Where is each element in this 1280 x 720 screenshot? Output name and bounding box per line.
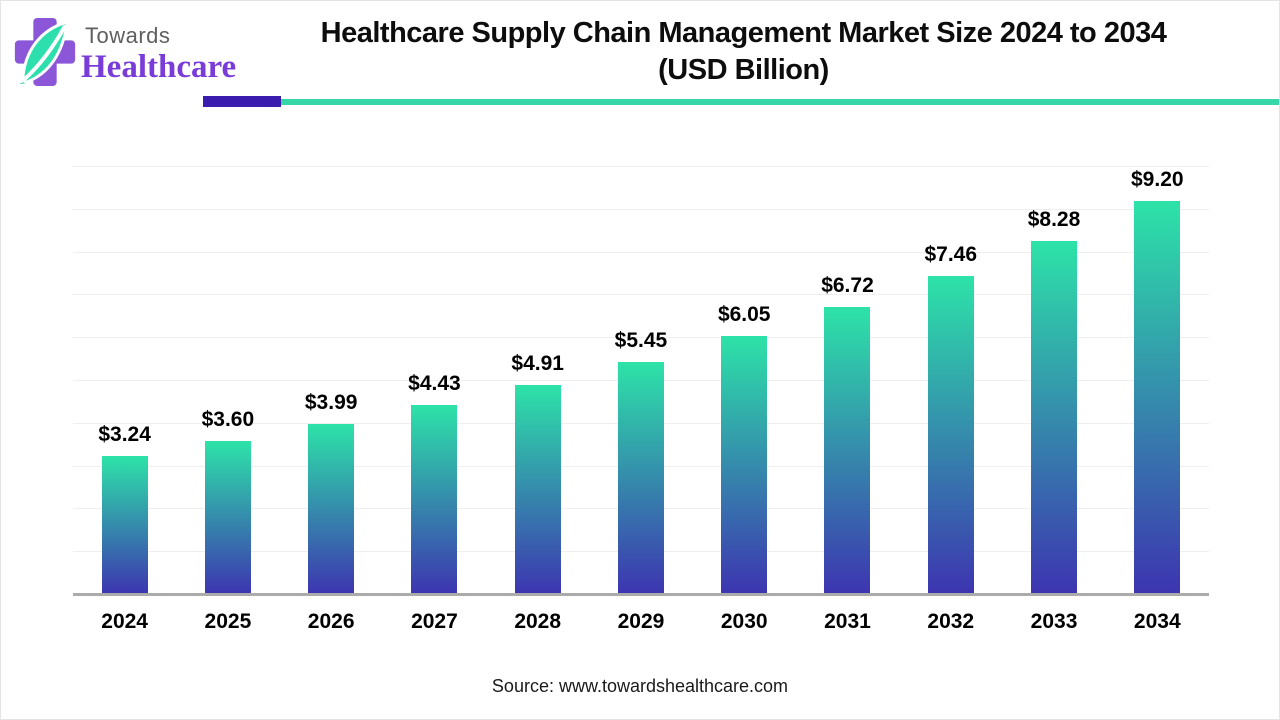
bar [1134,201,1181,595]
title-underline-purple-segment [203,96,281,107]
bar-slot: $6.72 [796,167,899,595]
bar-value-label: $4.91 [511,351,564,375]
bar [411,405,458,595]
gridline [73,166,1209,167]
brand-name-top: Towards [85,23,171,48]
x-axis-label: 2029 [617,610,665,633]
gridline [73,251,1209,253]
bar-value-label: $3.60 [201,407,255,431]
brand-name-bottom: Healthcare [81,49,237,85]
x-axis-label: 2032 [927,610,975,633]
bar [101,456,148,595]
bar-slot: $6.05 [693,167,796,595]
bar-value-label: $7.46 [924,242,978,266]
x-axis-label: 2027 [411,610,458,633]
bars-layer: $3.24 $3.60 $3.99 $4.43 $4.91 $5.45 $6.05 $6.72… [73,167,1209,595]
bar-value-label: $3.99 [304,391,358,415]
x-axis-label: 2033 [1030,610,1078,633]
chart-title: Healthcare Supply Chain Management Marke… [216,15,1271,89]
x-axis-label: 2026 [307,610,355,633]
bar-slot: $7.46 [899,167,1002,595]
brand-text: Towards Healthcare [81,14,236,85]
gridline [73,337,1209,339]
x-axis-label: 2031 [824,610,871,633]
gridline [73,208,1209,210]
bar-value-label: $4.43 [408,372,461,396]
bar [927,275,974,595]
bar-slot: $4.91 [486,167,589,595]
bar-value-label: $8.28 [1027,207,1081,231]
x-axis-label: 2024 [101,610,148,633]
x-axis-label: 2025 [204,610,252,633]
x-axis-labels: 2024 2025 2026 2027 2028 2029 2030 2031 2032 2033… [73,610,1209,634]
brand-logo: Towards Healthcare [11,14,236,92]
bar-slot: $9.20 [1106,167,1209,595]
bar [721,336,768,595]
source-text: Source: www.towardshealthcare.com [491,676,789,696]
bar [824,307,871,595]
plot-area: $3.24 $3.60 $3.99 $4.43 $4.91 $5.45 $6.05 $6.72… [73,166,1209,595]
towards-healthcare-logo-icon [14,18,76,87]
bar-slot: $3.99 [280,167,383,595]
bar [617,361,664,595]
bar-value-label: $5.45 [614,328,668,352]
bar-value-label: $6.05 [717,303,771,327]
bar-slot: $3.60 [176,167,279,595]
x-axis-label: 2030 [720,610,768,633]
bar-value-label: $9.20 [1131,168,1184,192]
x-axis-line [73,593,1209,596]
chart-title-line2: (USD Billion) [658,54,829,86]
bar-slot: $5.45 [589,167,692,595]
bar-slot: $3.24 [73,167,176,595]
x-axis-label: 2034 [1133,610,1181,633]
title-underline-teal-segment [281,98,1279,105]
bar-value-label: $3.24 [98,423,151,447]
bar-slot: $8.28 [1002,167,1105,595]
x-axis-label: 2028 [514,610,562,633]
bar [308,424,355,595]
bar [1031,240,1078,595]
bar [204,440,251,595]
bar [514,384,561,595]
gridline [73,294,1209,296]
bar-value-label: $6.72 [821,274,874,298]
title-underline [203,96,1279,107]
chart-title-line1: Healthcare Supply Chain Management Marke… [320,17,1167,49]
bar-slot: $4.43 [383,167,486,595]
